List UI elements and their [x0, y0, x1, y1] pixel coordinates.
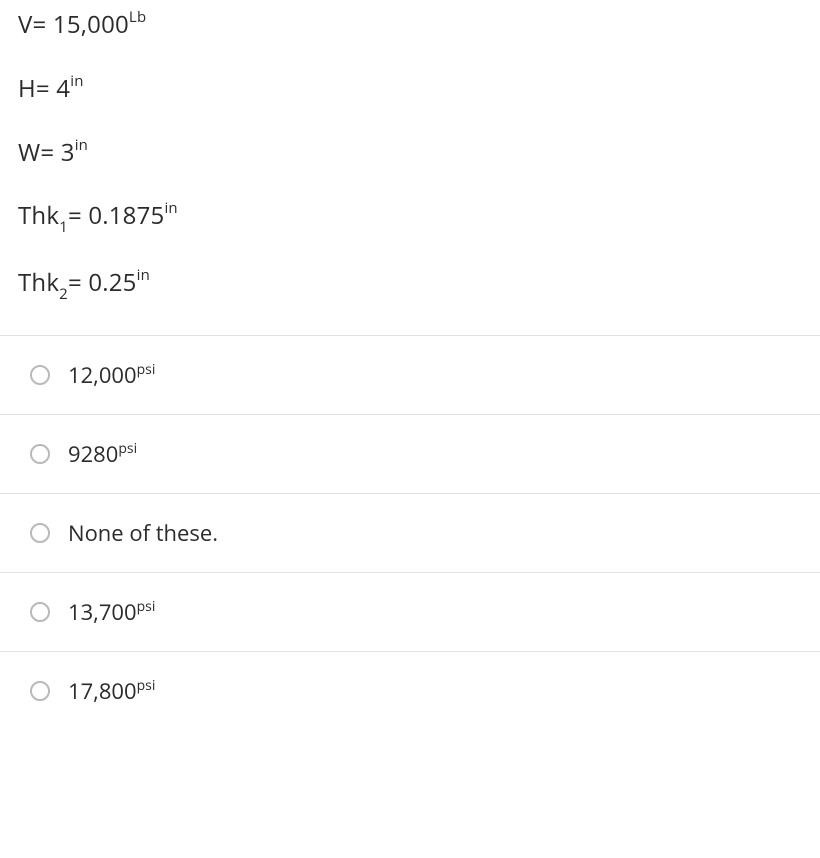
eq: =	[68, 266, 82, 299]
unit: psi	[137, 360, 156, 379]
val: 0.1875	[88, 199, 164, 232]
given-line-v: V= 15,000Lb	[18, 10, 802, 40]
val: 17,800	[68, 676, 137, 706]
option-label: 12,000psi	[68, 360, 155, 390]
unit: psi	[137, 597, 156, 616]
option-label: None of these.	[68, 518, 218, 548]
eq: =	[33, 8, 47, 41]
eq: =	[36, 72, 50, 105]
option-label: 17,800psi	[68, 676, 155, 706]
var: Thk	[18, 266, 59, 299]
option-3[interactable]: 13,700psi	[0, 572, 820, 651]
answer-options: 12,000psi 9280psi None of these. 13,700p…	[0, 335, 820, 730]
val: 3	[61, 136, 75, 169]
option-1[interactable]: 9280psi	[0, 414, 820, 493]
val: 0.25	[88, 266, 136, 299]
unit: in	[164, 198, 177, 218]
unit: psi	[137, 676, 156, 695]
given-line-h: H= 4in	[18, 74, 802, 104]
unit: psi	[118, 439, 137, 458]
option-label: 9280psi	[68, 439, 137, 469]
radio-icon	[30, 602, 50, 622]
sub: 2	[59, 284, 68, 304]
var: W	[18, 136, 40, 169]
option-label: 13,700psi	[68, 597, 155, 627]
radio-icon	[30, 444, 50, 464]
val: 12,000	[68, 360, 137, 390]
eq: =	[40, 136, 54, 169]
option-0[interactable]: 12,000psi	[0, 335, 820, 414]
option-4[interactable]: 17,800psi	[0, 651, 820, 730]
var: H	[18, 72, 36, 105]
unit: in	[70, 71, 83, 91]
unit: in	[75, 135, 88, 155]
var: Thk	[18, 199, 59, 232]
unit: in	[137, 265, 150, 285]
given-line-w: W= 3in	[18, 138, 802, 168]
option-2[interactable]: None of these.	[0, 493, 820, 572]
given-line-thk1: Thk1= 0.1875in	[18, 201, 802, 234]
radio-icon	[30, 523, 50, 543]
given-line-thk2: Thk2= 0.25in	[18, 268, 802, 301]
val: 15,000	[53, 8, 129, 41]
radio-icon	[30, 681, 50, 701]
radio-icon	[30, 365, 50, 385]
val: 13,700	[68, 597, 137, 627]
unit: Lb	[129, 7, 146, 27]
val: 9280	[68, 439, 118, 469]
sub: 1	[59, 217, 68, 237]
val: None of these.	[68, 518, 218, 548]
given-values: V= 15,000Lb H= 4in W= 3in Thk1= 0.1875in…	[0, 0, 820, 301]
val: 4	[56, 72, 70, 105]
eq: =	[68, 199, 82, 232]
var: V	[18, 8, 33, 41]
